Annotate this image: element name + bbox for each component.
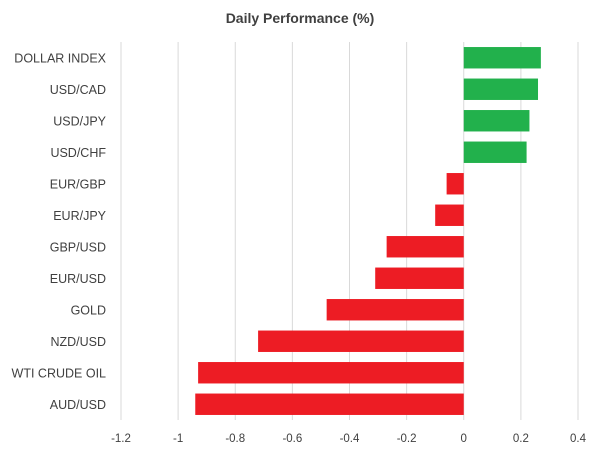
bar [463, 141, 527, 163]
category-label: USD/CHF [50, 146, 106, 160]
category-label: EUR/GBP [50, 177, 106, 191]
category-label: EUR/USD [50, 272, 106, 286]
category-label: GOLD [71, 303, 106, 317]
bar [198, 362, 464, 384]
x-tick-label: -0.4 [340, 433, 360, 445]
x-tick-label: -0.8 [225, 433, 245, 445]
bar [326, 299, 464, 321]
bar [463, 47, 541, 69]
category-labels: DOLLAR INDEX USD/CAD USD/JPY USD/CHF EUR/GBP… [12, 51, 107, 412]
x-tick-label: 0.4 [570, 433, 587, 445]
bar [258, 330, 464, 352]
x-tick-label: 0 [461, 433, 467, 445]
category-label: EUR/JPY [53, 209, 106, 223]
category-label: USD/CAD [50, 83, 106, 97]
category-label: GBP/USD [50, 240, 106, 254]
x-tick-label: -0.6 [282, 433, 302, 445]
x-tick-labels: -1.2 -1 -0.8 -0.6 -0.4 -0.2 0 0.2 0.4 [111, 433, 587, 445]
bar [463, 110, 530, 132]
x-tick-label: 0.2 [513, 433, 529, 445]
x-tick-label: -1 [173, 433, 183, 445]
gridlines [120, 42, 579, 420]
bar [463, 78, 539, 100]
bar [446, 173, 464, 195]
x-tick-label: -1.2 [111, 433, 131, 445]
bar [375, 267, 464, 289]
category-label: WTI CRUDE OIL [12, 366, 106, 380]
category-label: DOLLAR INDEX [14, 51, 106, 65]
bar [195, 393, 464, 415]
bars [195, 47, 541, 415]
category-label: AUD/USD [50, 398, 106, 412]
category-label: USD/JPY [53, 114, 106, 128]
bar [386, 236, 464, 258]
category-label: NZD/USD [50, 335, 106, 349]
bar [435, 204, 464, 226]
chart-title: Daily Performance (%) [226, 10, 375, 26]
x-tick-label: -0.2 [397, 433, 417, 445]
